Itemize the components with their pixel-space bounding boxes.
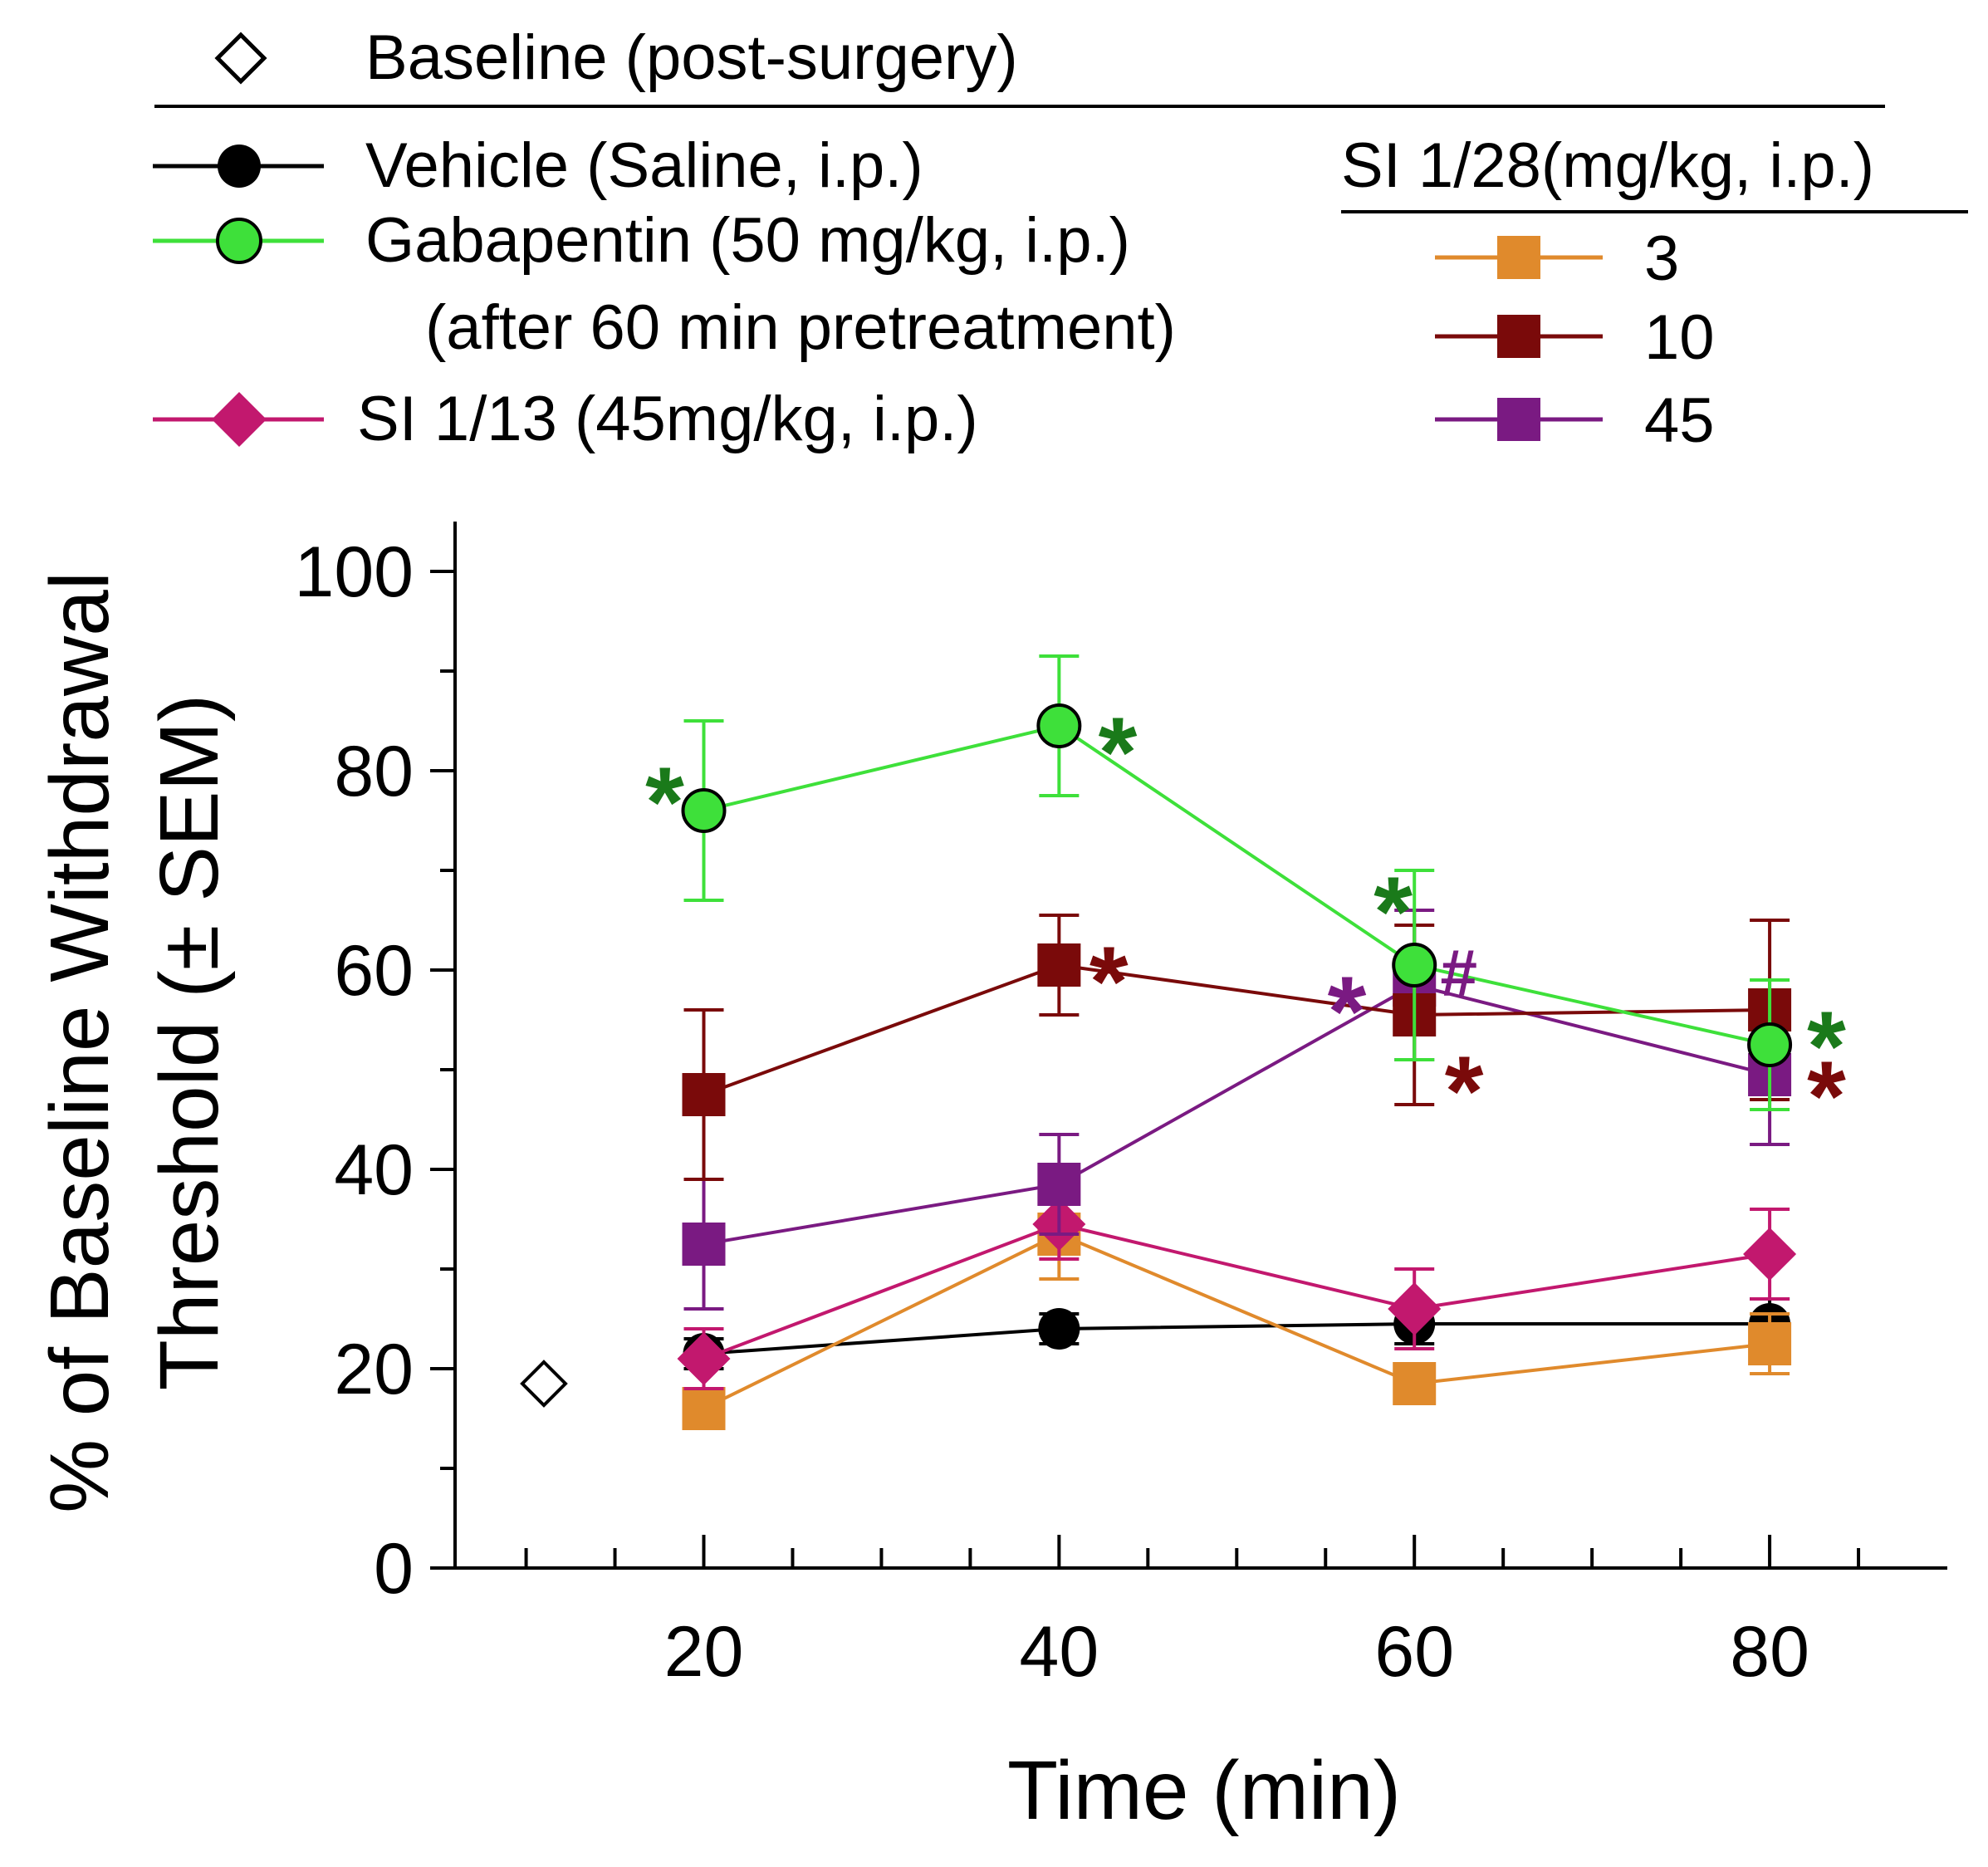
x-ticks [524, 1535, 1861, 1568]
axes: 0 20 40 60 80 100 20 40 60 80 [295, 522, 1947, 1692]
y-axis-title-line1: % of Baseline Withdrawal [33, 571, 126, 1513]
significance-star: * [1807, 1041, 1846, 1152]
x-axis-title: Time (min) [1007, 1744, 1401, 1837]
significance-star: * [1373, 856, 1413, 968]
data-point [1743, 1228, 1797, 1281]
significance-star: * [1807, 991, 1846, 1102]
significance-hash: # [1440, 936, 1477, 1010]
y-tick-label: 20 [334, 1330, 414, 1409]
legend-si113-label: SI 1/13 (45mg/kg, i.p.) [357, 384, 978, 454]
significance-star: * [1445, 1036, 1484, 1147]
plot-series [520, 654, 1797, 1430]
y-tick-label: 80 [334, 732, 414, 811]
data-point [1038, 1308, 1080, 1350]
legend: Baseline (post-surgery) Vehicle (Saline,… [153, 22, 1968, 456]
legend-gabapentin-label: Gabapentin (50 mg/kg, i.p.) [365, 205, 1130, 276]
legend-si113-marker [212, 392, 267, 447]
legend-baseline-label: Baseline (post-surgery) [365, 22, 1018, 93]
legend-baseline-marker [214, 32, 267, 85]
significance-star: * [1328, 956, 1367, 1067]
data-point [1037, 943, 1081, 987]
data-point [677, 1332, 731, 1385]
y-tick-label: 40 [334, 1130, 414, 1210]
plot-annotations: * ***** ** # [645, 697, 1846, 1152]
legend-vehicle-label: Vehicle (Saline, i.p.) [365, 130, 923, 201]
data-point [1388, 1282, 1442, 1335]
legend-dose45-marker [1497, 398, 1540, 441]
y-axis-title-line2: Threshold (± SEM) [143, 694, 236, 1390]
series-4 [682, 914, 1792, 1181]
series-5 [681, 654, 1793, 1111]
y-tick-label: 0 [374, 1529, 414, 1609]
data-point [1393, 1362, 1437, 1405]
legend-dose3-marker [1497, 236, 1540, 279]
baseline-point [520, 1360, 568, 1408]
series-3 [682, 909, 1792, 1311]
y-ticks [430, 570, 455, 1570]
series-line [703, 1232, 1770, 1410]
series-line [703, 983, 1770, 1246]
legend-vehicle-marker [218, 145, 261, 188]
series-2 [677, 1188, 1797, 1390]
x-tick-label: 80 [1730, 1612, 1809, 1692]
significance-star: * [645, 747, 684, 858]
legend-dose45-label: 45 [1644, 385, 1715, 456]
x-tick-label: 60 [1374, 1612, 1454, 1692]
x-tick-label: 40 [1020, 1612, 1099, 1692]
legend-si128-title: SI 1/28(mg/kg, i.p.) [1341, 130, 1874, 201]
y-tick-label: 100 [295, 532, 414, 612]
data-point [1037, 1163, 1081, 1206]
data-point [1036, 703, 1082, 748]
data-point [1747, 1022, 1793, 1067]
series-line [703, 1222, 1770, 1360]
y-tick-labels: 0 20 40 60 80 100 [295, 532, 414, 1609]
significance-star: * [1099, 697, 1138, 808]
significance-star: * [1089, 926, 1129, 1037]
data-point [1392, 943, 1437, 987]
data-point [1748, 1322, 1792, 1365]
series-1 [682, 1188, 1792, 1430]
x-tick-label: 20 [664, 1612, 744, 1692]
legend-dose10-label: 10 [1644, 302, 1715, 373]
x-tick-labels: 20 40 60 80 [664, 1612, 1809, 1692]
legend-dose3-label: 3 [1644, 223, 1679, 294]
data-point [681, 788, 727, 833]
series-line [703, 963, 1770, 1096]
data-point [682, 1073, 726, 1116]
legend-dose10-marker [1497, 315, 1540, 358]
data-point [682, 1223, 726, 1266]
y-tick-label: 60 [334, 931, 414, 1011]
series-line [703, 723, 1770, 1046]
legend-gabapentin-note: (after 60 min pretreatment) [425, 292, 1176, 363]
legend-gabapentin-marker [216, 218, 262, 264]
data-point [682, 1387, 726, 1430]
series-line [703, 1322, 1770, 1355]
